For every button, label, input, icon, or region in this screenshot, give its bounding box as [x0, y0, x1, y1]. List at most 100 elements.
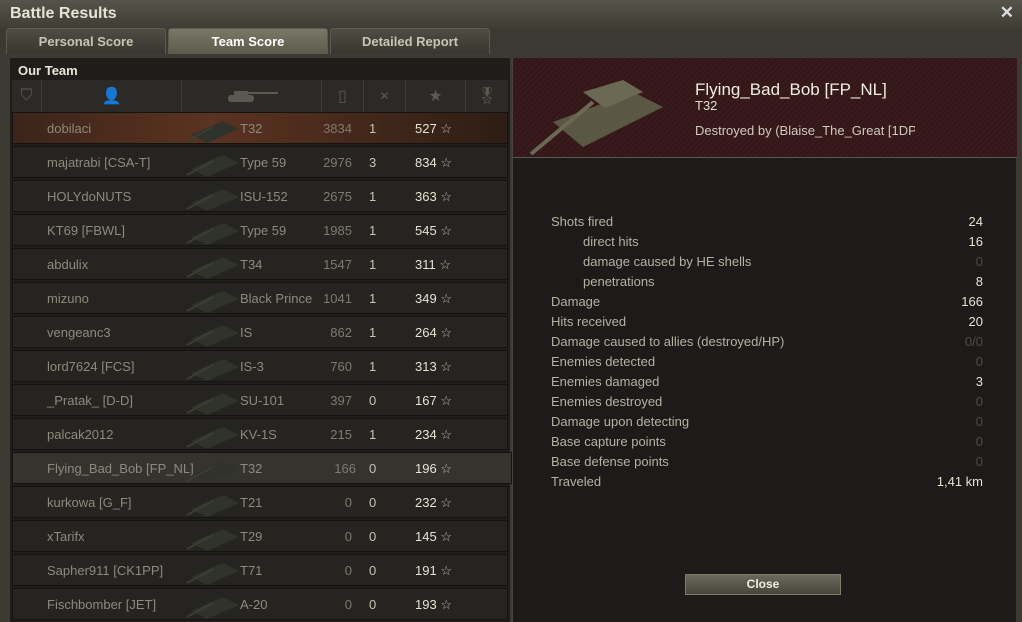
stat-row: Hits received 20 [551, 314, 983, 334]
table-row[interactable]: xTarifx T29 0 0 145 ☆ [12, 520, 508, 552]
tank-name: T32 [240, 461, 263, 476]
player-name: Sapher911 [CK1PP] [47, 563, 164, 578]
stat-label: Enemies detected [551, 354, 656, 369]
table-row[interactable]: KT69 [FBWL] Type 59 1985 1 545 ☆ [12, 214, 508, 246]
damage-value: 2675 [323, 189, 352, 204]
stat-value: 166 [961, 294, 983, 309]
star-icon: ☆ [440, 563, 452, 578]
kills-value: 1 [369, 291, 377, 306]
table-row[interactable]: abdulix T34 1547 1 311 ☆ [12, 248, 508, 280]
xp-value: 349 ☆ [415, 291, 452, 306]
player-name: vengeanc3 [47, 325, 111, 340]
tab-team-score[interactable]: Team Score [168, 28, 328, 54]
tank-thumbnail-icon [186, 359, 239, 381]
squad-icon[interactable]: ⛉ [12, 80, 42, 112]
kills-value: 1 [369, 121, 377, 136]
tank-name: T71 [240, 563, 263, 578]
medal-icon[interactable]: 🎖 [476, 88, 498, 105]
player-name: palcak2012 [47, 427, 114, 442]
star-icon: ☆ [440, 597, 452, 612]
tank-thumbnail-icon [186, 189, 239, 211]
table-row[interactable]: majatrabi [CSA-T] Type 59 2976 3 834 ☆ [12, 146, 508, 178]
kills-value: 0 [369, 529, 377, 544]
title-bar: Battle Results ✕ [0, 0, 1022, 28]
damage-value: 166 [334, 461, 356, 476]
stat-row: direct hits 16 [551, 234, 983, 254]
damage-value: 3834 [323, 121, 352, 136]
team-list: dobilaci T32 3834 1 527 ☆ majatrabi [CSA-… [12, 112, 512, 622]
xp-value: 196 ☆ [415, 461, 452, 476]
kills-value: 1 [369, 427, 377, 442]
kills-value: 1 [369, 257, 377, 272]
stat-row: Enemies damaged 3 [551, 374, 983, 394]
player-name: xTarifx [47, 529, 85, 544]
damage-value: 862 [330, 325, 352, 340]
stat-value: 16 [968, 234, 983, 249]
stat-label: damage caused by HE shells [583, 254, 752, 269]
tank-name: Black Prince [240, 291, 313, 306]
table-row[interactable]: _Pratak_ [D-D] SU-101 397 0 167 ☆ [12, 384, 508, 416]
star-icon: ☆ [440, 325, 452, 340]
xp-value: 311 ☆ [415, 257, 452, 272]
star-icon: ☆ [440, 461, 452, 476]
stat-value: 0 [975, 434, 983, 449]
player-name: abdulix [47, 257, 89, 272]
tank-image [529, 80, 663, 156]
damage-value: 1041 [323, 291, 352, 306]
tab-detailed-report[interactable]: Detailed Report [330, 28, 490, 54]
close-icon[interactable]: ✕ [999, 3, 1014, 22]
stat-label: Shots fired [551, 214, 614, 229]
stat-label: Enemies destroyed [551, 394, 663, 409]
stat-value: 0/0 [964, 334, 983, 349]
tank-name: IS-3 [240, 359, 264, 374]
xp-value: 232 ☆ [415, 495, 452, 510]
table-row[interactable]: Sapher911 [CK1PP] T71 0 0 191 ☆ [12, 554, 508, 586]
tank-name: KV-1S [240, 427, 277, 442]
table-row[interactable]: lord7624 [FCS] IS-3 760 1 313 ☆ [12, 350, 508, 382]
table-row[interactable]: Flying_Bad_Bob [FP_NL] T32 166 0 196 ☆ [12, 452, 512, 484]
tank-thumbnail-icon [186, 257, 239, 279]
kills-value: 1 [369, 189, 377, 204]
star-icon: ☆ [440, 359, 452, 374]
stat-label: Base defense points [551, 454, 669, 469]
table-row[interactable]: Fischbomber [JET] A-20 0 0 193 ☆ [12, 588, 508, 620]
table-row[interactable]: mizuno Black Prince 1041 1 349 ☆ [12, 282, 508, 314]
damage-value: 215 [330, 427, 352, 442]
star-icon: ☆ [440, 189, 452, 204]
stat-row: Enemies destroyed 0 [551, 394, 983, 414]
table-row[interactable]: palcak2012 KV-1S 215 1 234 ☆ [12, 418, 508, 450]
xp-value: 363 ☆ [415, 189, 452, 204]
kills-icon[interactable]: ✕ [364, 80, 406, 112]
table-row[interactable]: dobilaci T32 3834 1 527 ☆ [12, 112, 508, 144]
detail-panel: Flying_Bad_Bob [FP_NL] T32 Destroyed by … [512, 58, 1017, 622]
tank-icon[interactable] [182, 80, 322, 112]
stat-row: Damage upon detecting 0 [551, 414, 983, 434]
stat-value: 20 [968, 314, 983, 329]
tank-name: T21 [240, 495, 263, 510]
table-row[interactable]: kurkowa [G_F] T21 0 0 232 ☆ [12, 486, 508, 518]
player-name: lord7624 [FCS] [47, 359, 135, 374]
tank-name: Type 59 [240, 155, 287, 170]
stat-row: damage caused by HE shells 0 [551, 254, 983, 274]
stat-label: Base capture points [551, 434, 666, 449]
tank-name: Type 59 [240, 223, 287, 238]
table-row[interactable]: HOLYdoNUTS ISU-152 2675 1 363 ☆ [12, 180, 508, 212]
damage-icon[interactable]: ▯ [322, 80, 364, 112]
xp-value: 145 ☆ [415, 529, 452, 544]
damage-value: 0 [344, 495, 352, 510]
table-row[interactable]: vengeanc3 IS 862 1 264 ☆ [12, 316, 508, 348]
close-button[interactable]: Close [685, 574, 841, 595]
xp-value: 234 ☆ [415, 427, 452, 442]
experience-star-icon[interactable]: ★ [406, 80, 466, 112]
star-icon: ☆ [440, 223, 452, 238]
player-name: Flying_Bad_Bob [FP_NL] [47, 461, 194, 476]
player-name: Flying_Bad_Bob [FP_NL] [695, 80, 887, 99]
window-title: Battle Results [10, 5, 117, 22]
player-icon[interactable]: 👤 [42, 80, 182, 112]
xp-value: 264 ☆ [415, 325, 452, 340]
stat-value: 0 [975, 354, 983, 369]
xp-value: 167 ☆ [415, 393, 452, 408]
stat-value: 0 [975, 394, 983, 409]
tab-personal-score[interactable]: Personal Score [6, 28, 166, 54]
kills-value: 1 [369, 223, 377, 238]
